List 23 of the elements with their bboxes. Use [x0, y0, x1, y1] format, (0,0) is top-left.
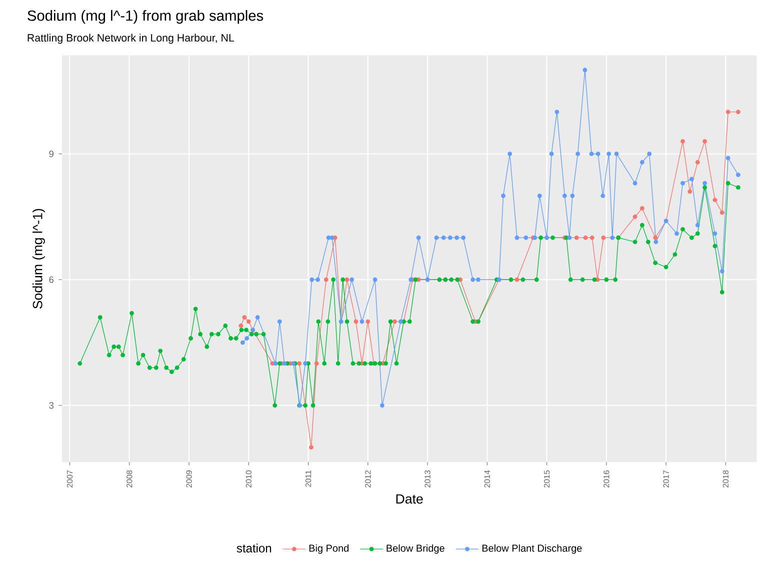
legend-label: Below Bridge [386, 544, 444, 554]
chart-subtitle: Rattling Brook Network in Long Harbour, NL [28, 34, 234, 44]
x-tick-label: 2007 [66, 470, 73, 488]
y-tick-label: 6 [49, 276, 54, 283]
x-tick-label: 2009 [186, 470, 192, 488]
x-tick-label: 2013 [424, 470, 430, 488]
x-tick-label: 2016 [604, 470, 610, 488]
x-axis-title: Date [396, 494, 423, 504]
legend-title: station [236, 544, 272, 552]
x-tick-label: 2015 [544, 470, 550, 488]
x-tick-label: 2010 [246, 470, 252, 488]
x-tick-label: 2018 [722, 470, 729, 488]
chart-title: Sodium (mg l^-1) from grab samples [28, 10, 264, 24]
legend-label: Below Plant Discharge [482, 544, 582, 554]
y-axis-title: Sodium (mg l^-1) [32, 208, 45, 309]
x-tick-label: 2014 [484, 470, 490, 488]
x-tick-label: 2011 [305, 470, 312, 487]
legend-label: Big Pond [309, 544, 349, 554]
x-tick-label: 2012 [365, 470, 371, 488]
y-tick-label: 3 [49, 402, 54, 409]
x-tick-label: 2008 [126, 470, 132, 488]
x-tick-label: 2017 [663, 470, 669, 488]
y-tick-label: 9 [49, 150, 54, 158]
